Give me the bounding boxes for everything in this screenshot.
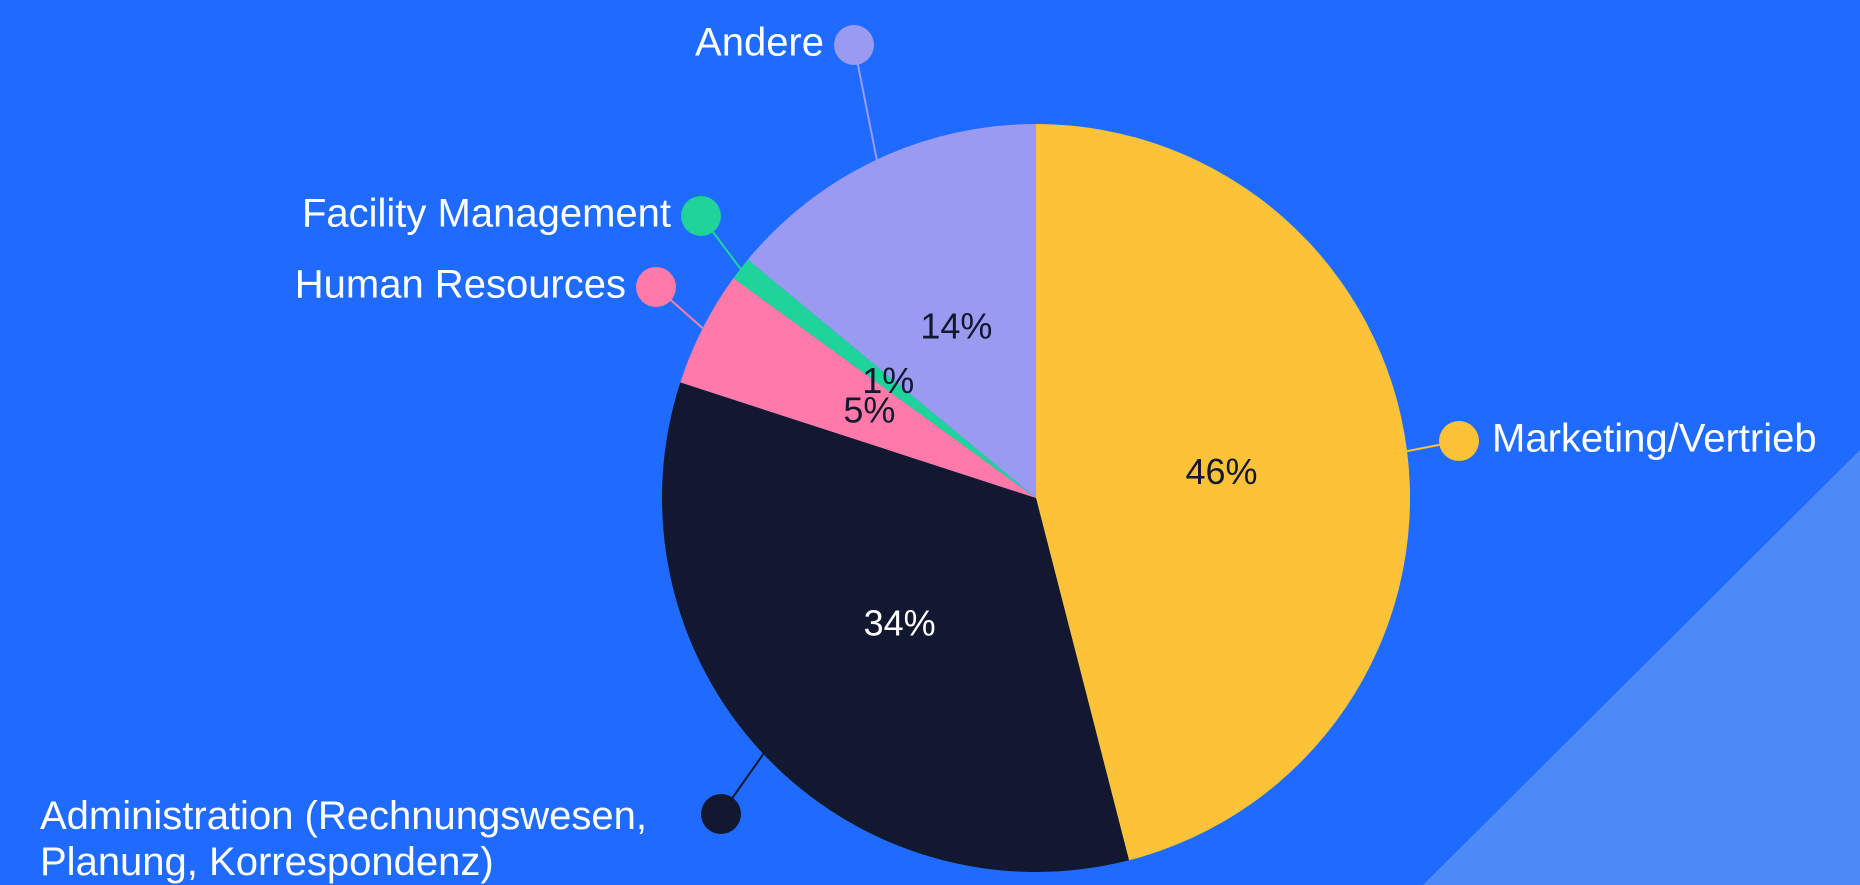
legend-dot bbox=[681, 196, 721, 236]
pie-slice bbox=[680, 278, 1036, 498]
legend-dot bbox=[834, 25, 874, 65]
legend-dot bbox=[636, 267, 676, 307]
category-label: Facility Management bbox=[302, 192, 671, 236]
pie-slice bbox=[1036, 124, 1411, 861]
category-label: Human Resources bbox=[295, 263, 626, 307]
data-label: 1% bbox=[862, 360, 914, 401]
pie-slice bbox=[747, 124, 1036, 498]
legend-dot bbox=[1439, 421, 1479, 461]
legend-dot bbox=[701, 794, 741, 834]
decoration bbox=[1423, 450, 1860, 885]
pie-slice bbox=[661, 382, 1130, 872]
data-label: 14% bbox=[920, 305, 992, 346]
pie-slice bbox=[733, 259, 1036, 498]
data-label: 5% bbox=[843, 390, 895, 431]
category-label: Marketing/Vertrieb bbox=[1492, 417, 1817, 461]
category-label: Administration (Rechnungswesen, Planung,… bbox=[40, 794, 647, 884]
data-label: 34% bbox=[864, 603, 936, 644]
category-label: Andere bbox=[695, 21, 824, 65]
data-label: 46% bbox=[1185, 451, 1257, 492]
